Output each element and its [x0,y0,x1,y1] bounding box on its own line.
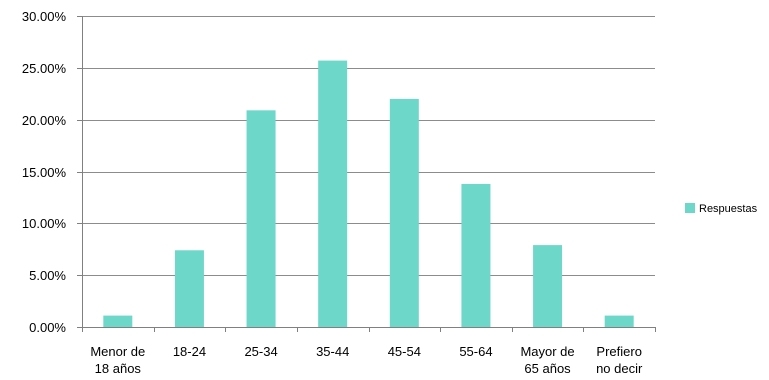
y-tick-label: 30.00% [22,9,67,24]
legend-label: Respuestas [699,203,758,215]
bar [389,98,419,327]
legend-swatch [685,203,695,213]
x-category-label: 45-54 [388,344,421,359]
y-tick-label: 10.00% [22,216,67,231]
bar [103,315,133,327]
y-tick-label: 20.00% [22,113,67,128]
x-category-labels: Menor de 18 años 18-24 25-34 35-44 45-54 55-64… [90,344,643,376]
gridlines [82,16,655,276]
legend: Respuestas [685,203,758,215]
y-tick-label: 15.00% [22,165,67,180]
y-tick-label: 25.00% [22,61,67,76]
y-tick-label: 5.00% [29,268,66,283]
y-tick-labels: 0.00% 5.00% 10.00% 15.00% 20.00% 25.00% 30.00% [22,9,67,335]
x-category-label: 18-24 [173,344,206,359]
x-category-label: 55-64 [459,344,492,359]
x-category-label: 35-44 [316,344,349,359]
x-category-label: Mayor de 65 años [520,344,574,376]
bar [174,250,204,327]
axes [77,16,656,332]
x-category-label: Menor de 18 años [90,344,145,376]
bar [461,183,491,327]
bar [604,315,634,327]
bar [318,60,348,328]
y-tick-label: 0.00% [29,320,66,335]
x-category-label: 25-34 [244,344,277,359]
bar [533,245,563,327]
bar [246,110,276,327]
bars [103,60,634,328]
x-category-label: Prefiero no decir [596,344,643,376]
